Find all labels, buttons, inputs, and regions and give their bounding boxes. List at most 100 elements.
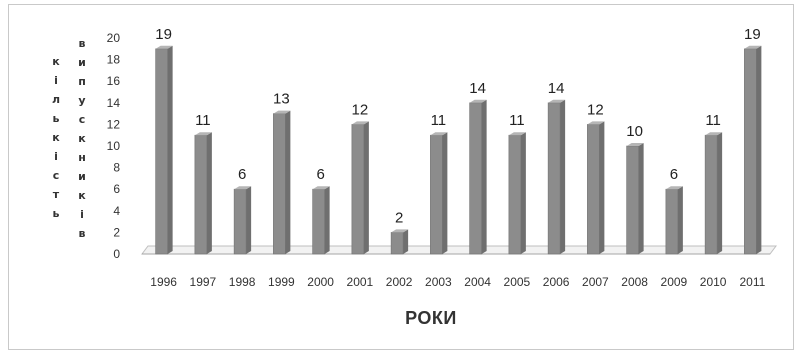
x-tick-label: 2010 <box>700 275 727 289</box>
bar-side <box>363 121 369 255</box>
y-axis-label-letter: к <box>78 132 86 145</box>
bar-side <box>638 143 644 254</box>
x-tick-label: 2003 <box>425 275 452 289</box>
bar <box>430 134 443 255</box>
data-label: 10 <box>626 123 643 140</box>
y-axis-label-letter: в <box>78 227 86 240</box>
bar-top <box>508 132 526 136</box>
y-axis-label-letter: і <box>54 74 58 87</box>
bar-side <box>599 121 605 255</box>
bar <box>469 102 482 255</box>
y-axis-label-letter: і <box>80 208 84 221</box>
bar-top <box>194 132 212 136</box>
data-label: 6 <box>670 166 678 183</box>
data-label: 6 <box>316 166 324 183</box>
y-axis-label-letter: ь <box>52 207 60 220</box>
bar-top <box>744 45 762 49</box>
bar-top <box>391 229 409 233</box>
y-axis-label-letter: и <box>78 56 86 69</box>
y-axis-label-letter: у <box>78 94 86 107</box>
bar <box>233 188 247 255</box>
data-label: 19 <box>744 26 761 43</box>
y-tick-label: 0 <box>113 247 120 261</box>
bar <box>587 124 600 255</box>
x-tick-label: 2000 <box>307 275 334 289</box>
data-label: 19 <box>155 26 172 43</box>
bar <box>155 48 168 255</box>
x-axis-title: РОКИ <box>405 308 457 328</box>
data-label: 11 <box>195 112 211 129</box>
y-axis-label-letter: п <box>78 75 86 88</box>
bar <box>744 48 757 255</box>
y-tick-label: 8 <box>113 161 120 175</box>
bar-top <box>234 186 252 190</box>
bar-side <box>285 110 291 254</box>
y-tick-label: 16 <box>107 74 121 88</box>
data-label: 14 <box>469 80 486 97</box>
bar <box>390 232 404 255</box>
data-label: 6 <box>238 166 246 183</box>
bar-side <box>756 45 762 254</box>
bar-top <box>155 45 173 49</box>
bar <box>194 134 208 255</box>
x-tick-label: 2004 <box>464 275 491 289</box>
bar <box>508 134 522 255</box>
bar-top <box>273 110 291 114</box>
x-tick-label: 2009 <box>661 275 688 289</box>
bar-side <box>520 132 526 254</box>
x-tick-label: 2002 <box>386 275 413 289</box>
bar <box>626 145 639 255</box>
x-tick-label: 2005 <box>504 275 531 289</box>
x-tick-label: 2011 <box>739 275 765 289</box>
y-axis-label-letter: с <box>52 169 60 182</box>
bar <box>547 102 561 255</box>
y-tick-label: 12 <box>107 117 121 131</box>
data-label: 13 <box>273 91 290 108</box>
y-axis-label-letter: т <box>52 188 60 201</box>
y-axis-label-letter: и <box>78 170 86 183</box>
data-label: 11 <box>705 112 721 129</box>
bar-top <box>351 121 369 125</box>
y-tick-label: 20 <box>107 31 121 45</box>
bar-side <box>677 186 683 254</box>
bar-side <box>167 45 173 254</box>
chart-frame <box>8 4 794 350</box>
x-tick-label: 2006 <box>543 275 570 289</box>
y-axis-label-letter: к <box>52 55 60 68</box>
y-axis-label-letter: і <box>54 150 58 163</box>
y-axis-label-letter: к <box>52 131 60 144</box>
bar-top <box>548 99 566 103</box>
x-tick-label: 1996 <box>150 275 177 289</box>
bar-side <box>442 132 448 254</box>
y-axis-label-letter: с <box>78 113 86 126</box>
bar-top <box>626 143 644 146</box>
data-label: 2 <box>395 209 403 226</box>
bar-side <box>717 132 723 254</box>
bar-side <box>481 99 487 254</box>
data-label: 11 <box>431 112 447 129</box>
bar-side <box>403 229 409 254</box>
bar <box>665 188 679 255</box>
y-tick-label: 4 <box>113 204 120 218</box>
bar-top <box>312 186 330 190</box>
bar-side <box>324 186 330 254</box>
y-axis-label-letter: ь <box>52 112 60 125</box>
y-axis-label-letter: н <box>78 151 86 164</box>
data-label: 14 <box>548 80 565 97</box>
data-label: 12 <box>587 101 604 118</box>
bar-top <box>665 186 683 190</box>
bar-side <box>206 132 212 254</box>
y-axis-label-letter: к <box>78 189 86 202</box>
bar <box>312 188 325 255</box>
bar-top <box>430 132 448 136</box>
y-axis-label-letter: в <box>78 37 86 50</box>
y-axis-label-letter: л <box>51 93 61 106</box>
bar-top <box>469 99 487 103</box>
x-tick-label: 2001 <box>347 275 374 289</box>
bar-top <box>705 132 723 136</box>
x-tick-label: 2007 <box>582 275 609 289</box>
data-label: 12 <box>352 101 369 118</box>
